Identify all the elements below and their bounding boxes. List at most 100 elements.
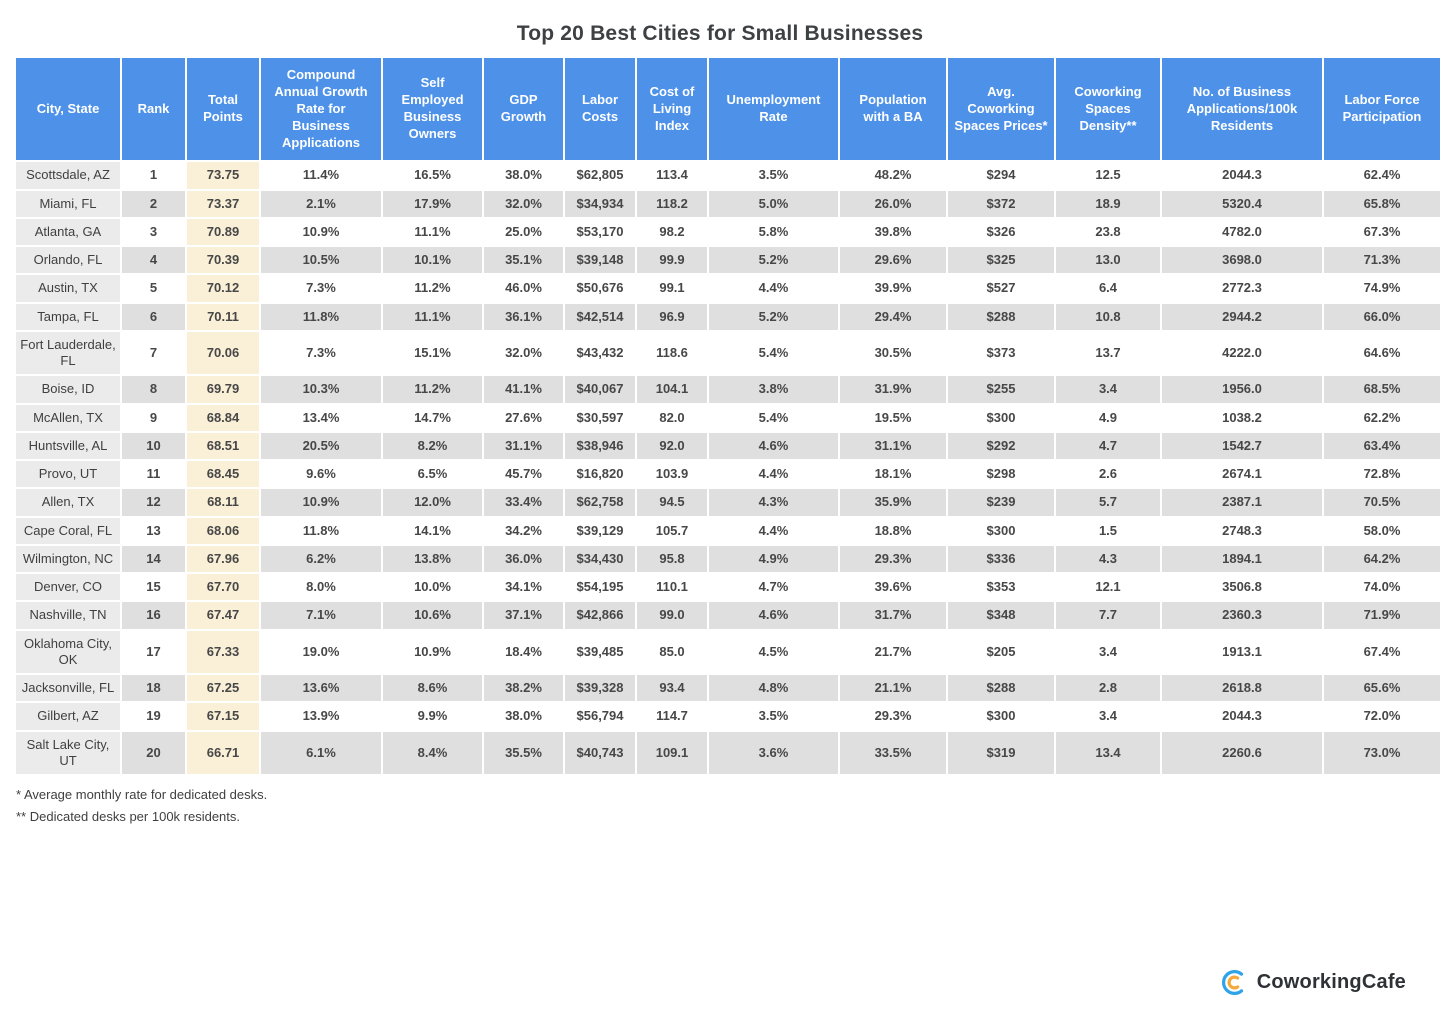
value-cell: 5.7	[1056, 489, 1160, 516]
table-row: Cape Coral, FL 13 68.06 11.8% 14.1% 34.2% $39,…	[16, 517, 1440, 544]
value-cell: 10.0%	[383, 574, 482, 601]
best-cities-table: City, State Rank Total Points Compound Annu…	[14, 56, 1440, 777]
table-row: Oklahoma City, OK 17 67.33 19.0% 10.9% 18.4% $…	[16, 630, 1440, 674]
column-header: Self Employed Business Owners	[383, 58, 482, 161]
city-cell: Gilbert, AZ	[16, 703, 120, 730]
value-cell: 73.0%	[1324, 731, 1440, 775]
value-cell: 67.47	[187, 602, 259, 629]
table-body: Scottsdale, AZ 1 73.75 11.4% 16.5% 38.0% $62,8…	[16, 162, 1440, 775]
footnote-coworking-density: ** Dedicated desks per 100k residents.	[16, 808, 241, 824]
value-cell: 67.3%	[1324, 218, 1440, 246]
value-cell: 23.8	[1056, 218, 1160, 246]
value-cell: 98.2	[637, 218, 707, 246]
value-cell: 4.7%	[709, 574, 838, 601]
value-cell: 3	[122, 218, 185, 246]
table-row: Orlando, FL 4 70.39 10.5% 10.1% 35.1% $39,148 9…	[16, 247, 1440, 274]
value-cell: 11.1%	[383, 303, 482, 330]
value-cell: 38.0%	[484, 703, 563, 730]
value-cell: 10.1%	[383, 247, 482, 274]
value-cell: 4.3%	[709, 489, 838, 516]
value-cell: 10.3%	[261, 376, 381, 403]
value-cell: $34,430	[565, 545, 635, 573]
value-cell: 29.3%	[840, 703, 946, 730]
value-cell: $16,820	[565, 461, 635, 488]
value-cell: 68.11	[187, 489, 259, 516]
value-cell: $288	[948, 675, 1054, 702]
value-cell: $348	[948, 602, 1054, 629]
value-cell: 66.71	[187, 731, 259, 775]
value-cell: 26.0%	[840, 190, 946, 217]
value-cell: 109.1	[637, 731, 707, 775]
column-header: Population with a BA	[840, 58, 946, 161]
value-cell: 70.39	[187, 247, 259, 274]
value-cell: 2360.3	[1162, 602, 1322, 629]
value-cell: 3.5%	[709, 162, 838, 189]
value-cell: 38.0%	[484, 162, 563, 189]
value-cell: 67.4%	[1324, 630, 1440, 674]
value-cell: 99.9	[637, 247, 707, 274]
value-cell: 62.2%	[1324, 404, 1440, 431]
value-cell: 4.8%	[709, 675, 838, 702]
value-cell: 11.4%	[261, 162, 381, 189]
value-cell: 14.7%	[383, 404, 482, 431]
value-cell: 34.2%	[484, 517, 563, 544]
city-cell: Allen, TX	[16, 489, 120, 516]
value-cell: 8.2%	[383, 432, 482, 460]
value-cell: $56,794	[565, 703, 635, 730]
value-cell: 2260.6	[1162, 731, 1322, 775]
value-cell: $39,129	[565, 517, 635, 544]
table-row: Tampa, FL 6 70.11 11.8% 11.1% 36.1% $42,514 96.…	[16, 303, 1440, 330]
value-cell: $336	[948, 545, 1054, 573]
column-header: No. of Business Applications/100k Reside…	[1162, 58, 1322, 161]
city-cell: Boise, ID	[16, 376, 120, 403]
value-cell: 5.8%	[709, 218, 838, 246]
value-cell: 2387.1	[1162, 489, 1322, 516]
value-cell: 66.0%	[1324, 303, 1440, 330]
value-cell: 13.0	[1056, 247, 1160, 274]
logo-text: CoworkingCafe	[1256, 971, 1406, 993]
value-cell: 19.5%	[840, 404, 946, 431]
value-cell: 70.12	[187, 275, 259, 302]
city-cell: Oklahoma City, OK	[16, 630, 120, 674]
value-cell: 18.9	[1056, 190, 1160, 217]
value-cell: 45.7%	[484, 461, 563, 488]
value-cell: 11.8%	[261, 303, 381, 330]
value-cell: 71.3%	[1324, 247, 1440, 274]
value-cell: 93.4	[637, 675, 707, 702]
value-cell: $239	[948, 489, 1054, 516]
value-cell: 74.9%	[1324, 275, 1440, 302]
value-cell: 18	[122, 675, 185, 702]
logo: CoworkingCafe	[1221, 969, 1406, 996]
value-cell: $353	[948, 574, 1054, 601]
value-cell: 114.7	[637, 703, 707, 730]
value-cell: 4.9%	[709, 545, 838, 573]
value-cell: 18.4%	[484, 630, 563, 674]
value-cell: 13	[122, 517, 185, 544]
value-cell: 82.0	[637, 404, 707, 431]
value-cell: 103.9	[637, 461, 707, 488]
value-cell: 3506.8	[1162, 574, 1322, 601]
value-cell: $527	[948, 275, 1054, 302]
value-cell: 70.06	[187, 331, 259, 375]
value-cell: 31.7%	[840, 602, 946, 629]
value-cell: 2.8	[1056, 675, 1160, 702]
value-cell: 9.6%	[261, 461, 381, 488]
value-cell: $50,676	[565, 275, 635, 302]
value-cell: 3.6%	[709, 731, 838, 775]
value-cell: 37.1%	[484, 602, 563, 629]
value-cell: $40,067	[565, 376, 635, 403]
column-header: City, State	[16, 58, 120, 161]
city-cell: Tampa, FL	[16, 303, 120, 330]
city-cell: Wilmington, NC	[16, 545, 120, 573]
column-header: Avg. Coworking Spaces Prices*	[948, 58, 1054, 161]
value-cell: 67.70	[187, 574, 259, 601]
value-cell: 67.96	[187, 545, 259, 573]
value-cell: 4782.0	[1162, 218, 1322, 246]
table-row: Miami, FL 2 73.37 2.1% 17.9% 32.0% $34,934 118.…	[16, 190, 1440, 217]
column-header: Labor Costs	[565, 58, 635, 161]
value-cell: 35.1%	[484, 247, 563, 274]
value-cell: 70.5%	[1324, 489, 1440, 516]
value-cell: 4.5%	[709, 630, 838, 674]
value-cell: 4.6%	[709, 602, 838, 629]
value-cell: 5320.4	[1162, 190, 1322, 217]
